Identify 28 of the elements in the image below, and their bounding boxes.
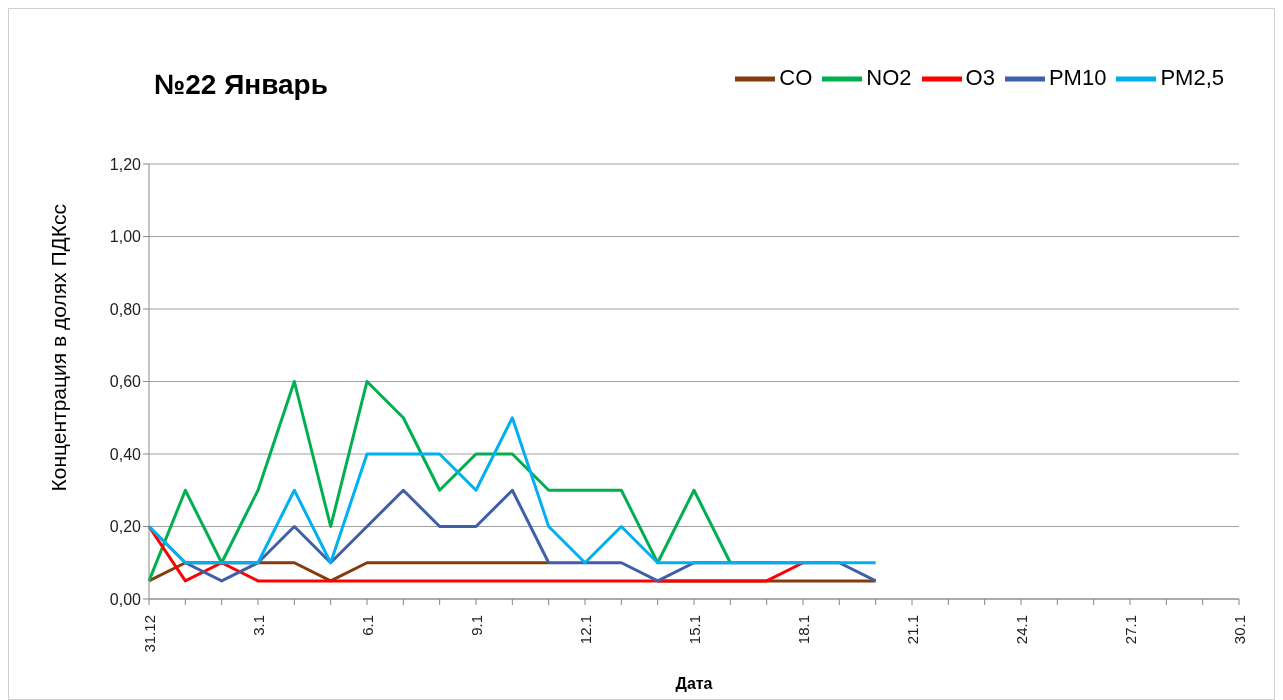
- legend-label: PM10: [1048, 64, 1107, 90]
- x-tick-label: 3.1: [249, 615, 267, 636]
- legend-label: NO2: [866, 64, 912, 90]
- x-tick-label: 15.1: [685, 615, 703, 645]
- y-axis-title: Концентрация в долях ПДКсс: [47, 204, 71, 492]
- x-axis-title: Дата: [675, 675, 713, 692]
- x-tick-label: 31.12: [140, 615, 158, 653]
- line-series: [147, 416, 878, 565]
- x-tick-label: 12.1: [576, 615, 594, 645]
- line-series: [147, 380, 732, 583]
- legend-label: CO: [779, 64, 813, 90]
- x-tick-label: 6.1: [358, 615, 376, 636]
- y-tick-label: 0,00: [109, 590, 142, 608]
- x-tick-label: 24.1: [1012, 615, 1030, 645]
- chart-title: №22 Январь: [154, 69, 328, 101]
- legend-label: PM2,5: [1160, 64, 1224, 90]
- x-tick-label: 27.1: [1121, 615, 1139, 645]
- legend-label: O3: [965, 64, 995, 90]
- y-tick-label: 0,60: [109, 373, 142, 391]
- y-tick-label: 0,80: [109, 300, 142, 318]
- x-tick-label: 18.1: [794, 615, 812, 645]
- x-tick-label: 9.1: [467, 615, 485, 636]
- y-tick-label: 1,20: [109, 155, 142, 173]
- y-tick-label: 0,40: [109, 445, 142, 463]
- x-tick-label: 30.1: [1230, 615, 1248, 645]
- y-tick-label: 1,00: [109, 228, 142, 246]
- y-tick-label: 0,20: [109, 518, 142, 536]
- x-tick-label: 21.1: [903, 615, 921, 645]
